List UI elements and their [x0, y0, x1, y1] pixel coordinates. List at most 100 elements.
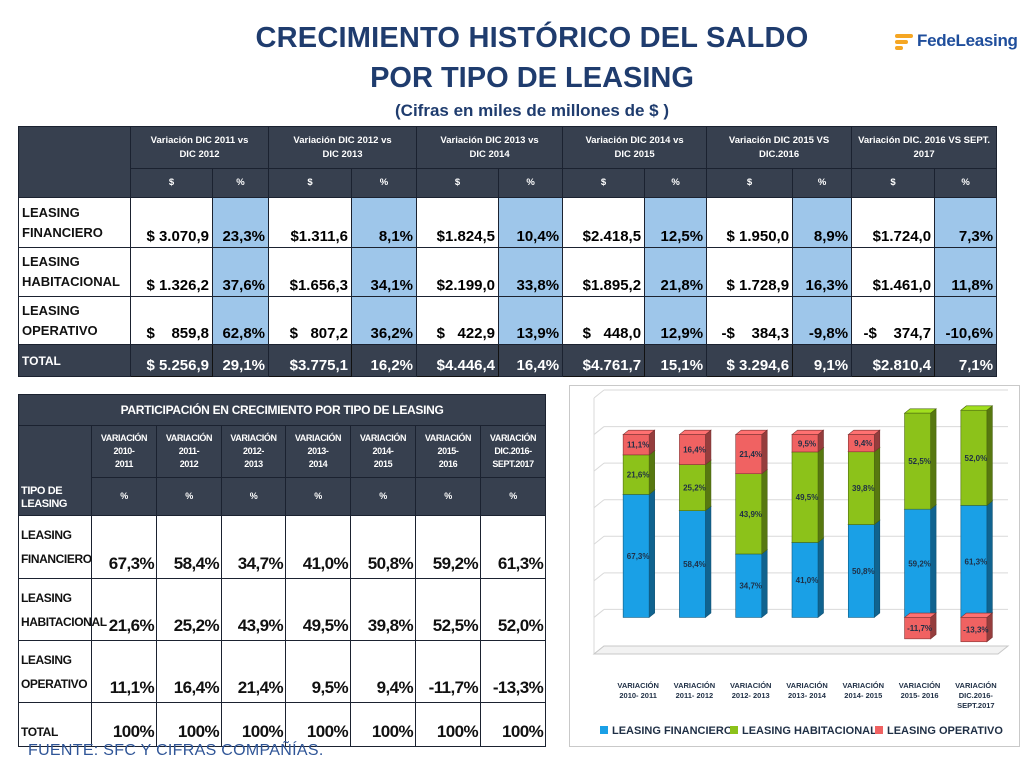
data-label: 59,2% [908, 559, 931, 568]
legend-label: LEASING HABITACIONAL [742, 725, 877, 737]
pct-subheader: % [644, 168, 708, 198]
pct-cell: 21,8% [644, 247, 708, 297]
table-row: LEASING OPERATIVO 11,1% 16,4% 21,4% 9,5% 9,4% -… [18, 640, 547, 703]
bar-side [761, 548, 768, 619]
value-cell: $ 448,0 [562, 296, 646, 345]
table-row: LEASING HABITACIONAL 21,6% 25,2% 43,9% 49,5% 3… [18, 578, 547, 641]
bar-side [705, 505, 712, 619]
bar-side [930, 408, 937, 510]
pct-subheader: % [156, 477, 222, 516]
cell-line: VARIACIÓN 2013- [294, 433, 342, 456]
cell-line: VARIACIÓN 2014- [359, 433, 407, 456]
pct-subheader: % [221, 477, 286, 516]
period-header: Variación DIC 2013 vs DIC 2014 [416, 126, 564, 169]
cell-line: LEASING [22, 254, 80, 269]
pct-cell: 23,3% [211, 197, 270, 248]
data-label: 34,7% [739, 582, 762, 591]
pct-subheader: % [211, 168, 270, 198]
cell-line: Variación DIC 2013 vs [440, 134, 539, 146]
value-cell: $ 422,9 [416, 296, 500, 345]
value-cell: $1.311,6 [268, 197, 353, 248]
cell-line: Variación DIC. 2016 VS SEPT. [858, 134, 991, 146]
cell-line: VARIACIÓN 2015- [424, 433, 472, 456]
fedeleasing-logo: FedeLeasing [895, 28, 1018, 54]
period-header: Variación DIC 2012 vs DIC 2013 [268, 126, 418, 169]
pct-subheader: % [934, 168, 998, 198]
value-cell: $ 859,8 [130, 296, 213, 345]
bar-top [960, 405, 994, 411]
category-label: VARIACIÓN DIC.2016-SEPT.2017 [955, 681, 997, 710]
legend-swatch [600, 726, 608, 734]
participation-cell: 52,0% [479, 578, 547, 641]
value-cell: $3.775,1 [268, 344, 353, 377]
table-row: LEASING OPERATIVO $ 859,8 62,8% $ 807,2 36,2%… [18, 296, 998, 345]
participation-cell: 21,6% [91, 578, 157, 641]
participation-cell: 21,4% [221, 640, 286, 703]
data-label: 11,1% [627, 441, 649, 450]
chart-canvas: 67,3% 21,6% 11,1% VARIACIÓN 2010- 2011 58,4% 2… [570, 386, 1019, 751]
logo-icon [895, 33, 913, 50]
participation-cell: 11,1% [91, 640, 157, 703]
cell-line: VARIACIÓN 2011- [165, 433, 213, 456]
row-label: LEASING HABITACIONAL [18, 247, 131, 297]
value-cell: $ 1.326,2 [130, 247, 213, 297]
cell-line: 2013 [244, 459, 263, 469]
participation-cell: 41,0% [285, 515, 351, 579]
cell-line: VARIACIÓN DIC.2016- [489, 433, 537, 456]
bar-segment [735, 553, 763, 618]
data-label: -11,7% [907, 624, 932, 633]
period-header: Variación DIC 2011 vs DIC 2012 [129, 126, 270, 169]
cell-line: OPERATIVO [21, 676, 88, 691]
cell-line: LEASING [21, 528, 72, 542]
bar-segment [679, 434, 706, 465]
pct-subheader: % [91, 477, 157, 516]
cell-line: LEASING [21, 590, 72, 605]
bar-side [986, 500, 993, 619]
legend-label: LEASING FINANCIERO [612, 725, 733, 737]
cell-line: Variación DIC 2012 vs [293, 134, 392, 146]
value-cell: $1.824,5 [416, 197, 500, 248]
data-label: 61,3% [965, 557, 988, 566]
bar-side [761, 429, 768, 475]
cell-line: DIC 2015 [614, 148, 655, 160]
data-label: 9,5% [798, 439, 816, 448]
value-cell: $2.810,4 [851, 344, 936, 377]
cell-line: HABITACIONAL [22, 274, 120, 289]
row-label: LEASING OPERATIVO [18, 640, 92, 703]
cell-line: 2011 [115, 459, 133, 469]
bar-top [734, 429, 769, 435]
pct-cell: 13,9% [498, 296, 564, 345]
bar-side [648, 489, 655, 619]
participation-cell: 100% [415, 702, 481, 747]
page-title-line2: POR TIPO DE LEASING [370, 62, 694, 94]
table-row: TOTAL $ 5.256,9 29,1% $3.775,1 16,2% $4.446,4… [18, 344, 998, 377]
cell-line: DIC.2016 [758, 148, 800, 160]
bar-segment [904, 617, 931, 640]
value-subheader: $ [706, 168, 794, 198]
gridline [593, 572, 605, 582]
bar-segment [622, 454, 650, 495]
header-corner [18, 126, 131, 198]
variation-header: VARIACIÓN 2011- 2012 [156, 425, 222, 478]
bar-top [791, 429, 825, 435]
cell-line: DIC 2013 [322, 148, 363, 160]
period-header: Variación DIC. 2016 VS SEPT. 2017 [851, 126, 998, 169]
pct-cell: 62,8% [211, 296, 270, 345]
value-subheader: $ [268, 168, 353, 198]
participation-cell: 39,8% [350, 578, 416, 641]
stacked-bar-chart: 67,3% 21,6% 11,1% VARIACIÓN 2010- 2011 58,4% 2… [569, 385, 1020, 747]
category-label: VARIACIÓN 2013- 2014 [786, 681, 828, 700]
type-header: TIPO DE LEASING [18, 425, 92, 516]
pct-subheader: % [479, 477, 547, 516]
period-header: Variación DIC 2015 VS DIC.2016 [706, 126, 853, 169]
bar-segment [622, 434, 650, 456]
data-label: -13,3% [963, 626, 988, 635]
value-cell: $1.895,2 [562, 247, 646, 297]
cell-line: Variación DIC 2011 vs [150, 134, 249, 146]
pct-cell: 36,2% [351, 296, 418, 345]
pct-subheader: % [350, 477, 416, 516]
pct-cell: 29,1% [211, 344, 270, 377]
participation-cell: 25,2% [156, 578, 222, 641]
pct-subheader: % [285, 477, 351, 516]
pct-cell: 7,1% [934, 344, 998, 377]
